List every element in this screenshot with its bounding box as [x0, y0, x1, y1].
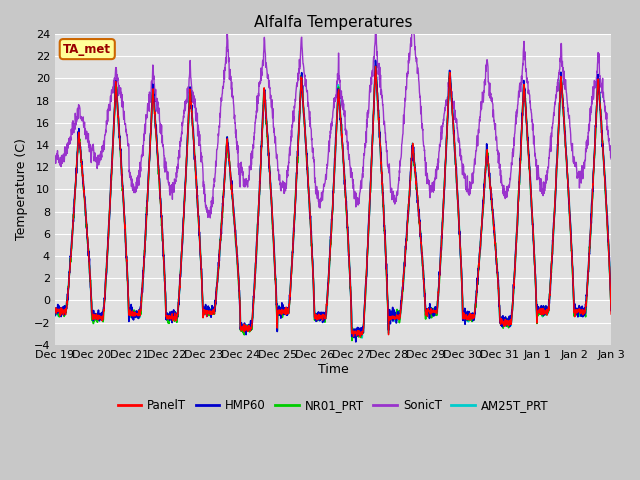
- X-axis label: Time: Time: [317, 362, 348, 375]
- Y-axis label: Temperature (C): Temperature (C): [15, 139, 28, 240]
- Legend: PanelT, HMP60, NR01_PRT, SonicT, AM25T_PRT: PanelT, HMP60, NR01_PRT, SonicT, AM25T_P…: [113, 394, 553, 417]
- Title: Alfalfa Temperatures: Alfalfa Temperatures: [254, 15, 412, 30]
- Text: TA_met: TA_met: [63, 43, 111, 56]
